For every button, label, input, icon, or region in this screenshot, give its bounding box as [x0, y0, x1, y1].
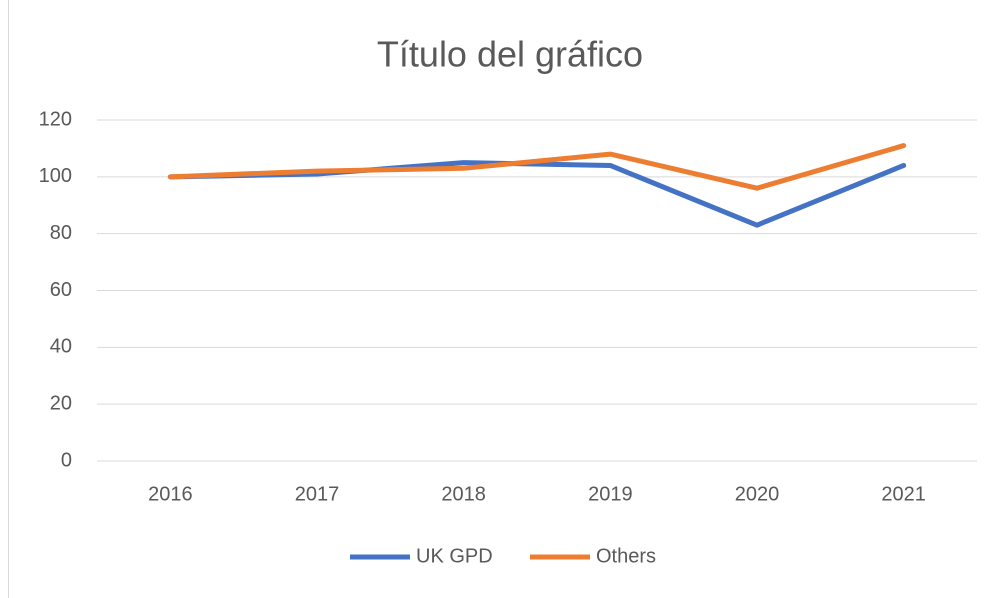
x-tick-label: 2021 — [881, 483, 926, 505]
chart-title: Título del gráfico — [377, 34, 643, 75]
y-tick-label: 60 — [50, 279, 72, 301]
y-tick-label: 120 — [39, 108, 72, 130]
line-series — [167, 143, 907, 191]
x-tick-label: 2020 — [735, 483, 780, 505]
y-tick-label: 20 — [50, 392, 72, 414]
x-tick-label: 2017 — [295, 483, 340, 505]
legend-label: Others — [596, 545, 656, 567]
y-tick-label: 40 — [50, 336, 72, 358]
y-tick-label: 100 — [39, 165, 72, 187]
y-tick-label: 80 — [50, 222, 72, 244]
chart-border — [8, 0, 1000, 598]
x-tick-label: 2019 — [588, 483, 633, 505]
legend-label: UK GPD — [416, 545, 493, 567]
y-tick-label: 0 — [61, 449, 72, 471]
x-tick-label: 2016 — [148, 483, 193, 505]
x-tick-label: 2018 — [441, 483, 486, 505]
